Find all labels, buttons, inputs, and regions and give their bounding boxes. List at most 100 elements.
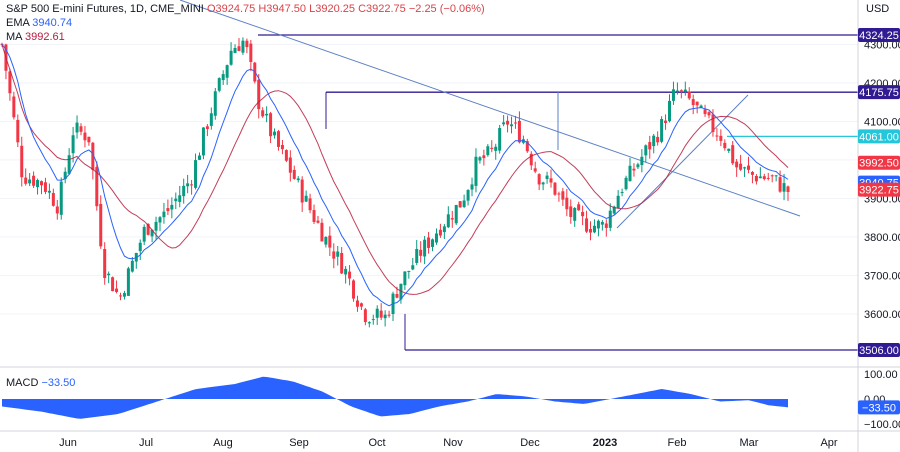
candle-body bbox=[747, 165, 751, 170]
ema-line bbox=[1, 44, 789, 307]
candle-body bbox=[367, 322, 371, 324]
price-level-tag bbox=[858, 85, 900, 100]
symbol-title: S&P 500 E-mini Futures, 1D, CME_MINI bbox=[6, 3, 204, 15]
candle-body bbox=[387, 314, 391, 316]
candle-body bbox=[190, 184, 194, 186]
candle-body bbox=[541, 182, 545, 185]
candle-body bbox=[115, 288, 119, 292]
candle-body bbox=[758, 176, 762, 179]
candle-body bbox=[482, 155, 486, 159]
x-tick-label: Mar bbox=[740, 437, 759, 449]
candle-body bbox=[359, 303, 363, 307]
candle-body bbox=[379, 310, 383, 318]
candle-body bbox=[352, 280, 356, 299]
candle-body bbox=[577, 204, 581, 211]
candle-body bbox=[427, 237, 431, 248]
candle-body bbox=[715, 135, 719, 137]
high-value: H3947.50 bbox=[258, 3, 307, 15]
candle-body bbox=[229, 50, 233, 65]
candle-body bbox=[205, 126, 209, 130]
candle-body bbox=[371, 319, 375, 321]
candle-body bbox=[434, 233, 438, 243]
candle-body bbox=[711, 114, 715, 133]
candle-body bbox=[348, 271, 352, 279]
moving-average-lines bbox=[1, 44, 789, 307]
candle-body bbox=[446, 214, 450, 228]
x-tick-label: Oct bbox=[368, 437, 385, 449]
candle-body bbox=[8, 71, 12, 94]
candle-body bbox=[24, 177, 28, 184]
candle-body bbox=[308, 198, 312, 211]
candle-body bbox=[150, 229, 154, 237]
candle-body bbox=[126, 268, 130, 296]
candle-body bbox=[79, 126, 83, 132]
ma-value: 3992.61 bbox=[24, 31, 65, 43]
ma-row: MA 3992.61 bbox=[6, 30, 485, 44]
macd-value-tag-label: −33.50 bbox=[862, 402, 896, 414]
candle-body bbox=[146, 223, 150, 235]
candle-body bbox=[782, 183, 786, 192]
candle-body bbox=[616, 195, 620, 209]
candle-body bbox=[95, 167, 99, 207]
candle-body bbox=[276, 131, 280, 147]
candle-body bbox=[743, 167, 747, 169]
candle-body bbox=[470, 184, 474, 190]
candle-body bbox=[170, 204, 174, 210]
candle-body bbox=[304, 195, 308, 202]
candle-body bbox=[111, 277, 115, 292]
price-tags: 4324.254175.754061.003506.003992.503940.… bbox=[858, 28, 900, 415]
candle-body bbox=[719, 135, 723, 141]
candle-body bbox=[363, 309, 367, 323]
candle-body bbox=[750, 171, 754, 175]
candle-body bbox=[569, 206, 573, 217]
candle-body bbox=[257, 79, 261, 110]
candle-body bbox=[403, 271, 407, 286]
y-tick-label: 3700.00 bbox=[864, 270, 900, 282]
candle-body bbox=[656, 136, 660, 143]
candle-body bbox=[545, 175, 549, 179]
candle-body bbox=[59, 181, 63, 215]
candle-body bbox=[486, 146, 490, 156]
ma-label: MA bbox=[6, 31, 22, 43]
candle-body bbox=[458, 201, 462, 208]
candle-body bbox=[225, 65, 229, 78]
candle-body bbox=[513, 122, 517, 124]
candle-body bbox=[209, 113, 213, 126]
x-tick-label: Dec bbox=[520, 437, 540, 449]
candle-body bbox=[533, 168, 537, 172]
price-level-tag bbox=[858, 343, 900, 357]
candle-body bbox=[770, 175, 774, 177]
candle-body bbox=[600, 222, 604, 225]
price-tag bbox=[858, 182, 900, 197]
candle-body bbox=[691, 99, 695, 106]
candle-body bbox=[407, 270, 411, 272]
candle-body bbox=[762, 176, 766, 180]
candle-body bbox=[731, 145, 735, 164]
currency-label: USD bbox=[866, 3, 890, 15]
candle-body bbox=[537, 174, 541, 185]
price-level-label: 4175.75 bbox=[859, 87, 899, 99]
candle-body bbox=[561, 191, 565, 200]
candle-body bbox=[316, 220, 320, 223]
candle-body bbox=[529, 153, 533, 166]
candle-body bbox=[703, 109, 707, 115]
candle-body bbox=[118, 295, 122, 297]
time-axis: Jun Jul Aug Sep Oct Nov Dec 2023 Feb Mar Apr bbox=[59, 437, 838, 449]
candle-body bbox=[103, 248, 107, 279]
macd-tick-label: 100.00 bbox=[864, 369, 898, 381]
candle-body bbox=[99, 203, 103, 247]
candle-body bbox=[249, 43, 253, 62]
candle-body bbox=[174, 198, 178, 202]
candle-body bbox=[498, 127, 502, 151]
candle-body bbox=[596, 220, 600, 229]
candle-body bbox=[438, 229, 442, 236]
candle-body bbox=[122, 293, 126, 297]
candle-body bbox=[245, 40, 249, 48]
candle-body bbox=[624, 177, 628, 190]
candle-body bbox=[130, 260, 134, 272]
candle-body bbox=[612, 206, 616, 214]
candle-body bbox=[300, 179, 304, 203]
candle-body bbox=[739, 163, 743, 170]
